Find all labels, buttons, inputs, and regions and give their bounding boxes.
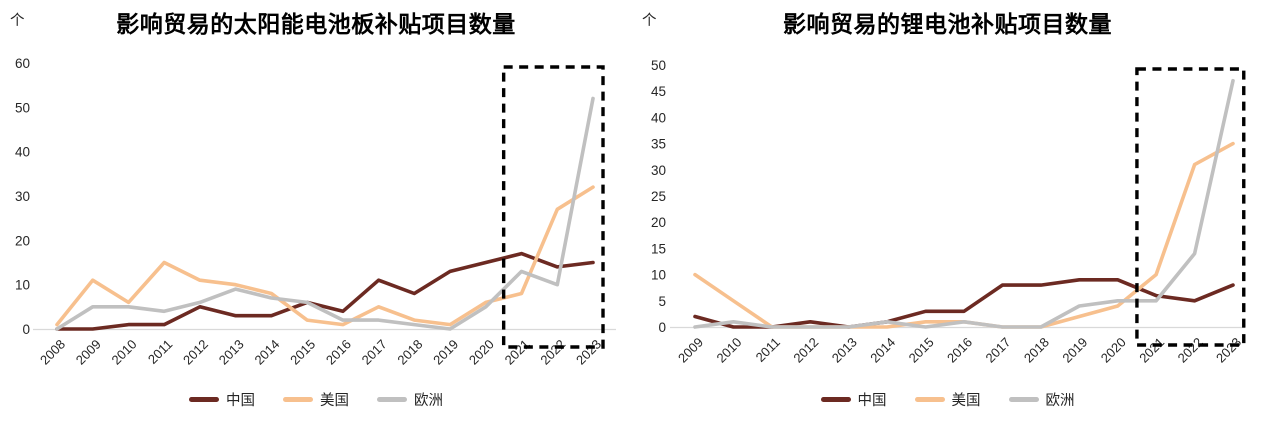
legend-item-china: 中国 [189, 389, 255, 410]
chart-title-solar: 影响贸易的太阳能电池板补贴项目数量 [116, 11, 516, 37]
panel-lithium-chart: 个 影响贸易的锂电池补贴项目数量 0 5 10 15 20 25 30 35 40 45 50 200… [632, 0, 1263, 421]
legend-swatch-china [820, 397, 851, 402]
legend-swatch-china [189, 397, 219, 402]
chart-legend-solar: 中国 美国 欧洲 [0, 389, 632, 410]
x-tick-label: 2019 [1059, 335, 1090, 366]
legend-swatch-europe [1008, 397, 1039, 402]
y-tick-label: 0 [658, 320, 666, 335]
highlight-dashed-box [501, 65, 605, 349]
y-tick-label: 10 [15, 278, 30, 293]
x-tick-label: 2019 [430, 337, 461, 368]
y-axis-unit-label: 个 [642, 13, 657, 29]
x-tick-label: 2015 [287, 337, 318, 368]
lithium-chart-canvas: 0 5 10 15 20 25 30 35 40 45 50 2009 2010 2011 2012 2013… [651, 58, 1246, 366]
x-tick-label: 2012 [180, 337, 211, 368]
legend-item-usa: 美国 [914, 389, 981, 410]
x-tick-label: 2014 [867, 335, 898, 366]
x-tick-label: 2016 [323, 337, 354, 368]
y-tick-label: 0 [22, 322, 30, 337]
x-tick-label: 2014 [251, 337, 282, 368]
legend-swatch-usa [914, 397, 945, 402]
x-tick-label: 2018 [394, 337, 425, 368]
y-axis-unit-label: 个 [10, 13, 25, 29]
x-tick-label: 2022 [1175, 335, 1206, 366]
series-line-europe [55, 96, 595, 331]
y-tick-label: 30 [651, 163, 666, 178]
x-tick-label: 2009 [675, 335, 706, 366]
y-tick-label: 15 [651, 241, 666, 256]
chart-title-lithium: 影响贸易的锂电池补贴项目数量 [783, 11, 1112, 37]
legend-item-europe: 欧洲 [377, 389, 443, 410]
legend-label-china: 中国 [226, 393, 255, 409]
y-tick-label: 5 [658, 294, 666, 309]
x-tick-label: 2022 [537, 337, 568, 368]
legend-label-china: 中国 [857, 393, 887, 409]
x-tick-label: 2018 [1021, 335, 1052, 366]
legend-label-usa: 美国 [320, 393, 349, 409]
x-tick-label: 2017 [982, 335, 1013, 366]
x-tick-label: 2010 [713, 335, 744, 366]
y-tick-label: 20 [15, 233, 30, 248]
legend-swatch-usa [283, 397, 313, 402]
x-tick-label: 2015 [906, 335, 937, 366]
x-tick-label: 2013 [829, 335, 860, 366]
x-tick-label: 2020 [1098, 335, 1129, 366]
y-tick-label: 50 [651, 58, 666, 73]
x-tick-label: 2017 [359, 337, 390, 368]
x-tick-label: 2021 [1136, 335, 1167, 366]
series-line-china [55, 251, 595, 331]
highlight-dashed-box [1135, 67, 1246, 347]
y-tick-label: 50 [15, 100, 30, 115]
x-tick-label: 2020 [466, 337, 497, 368]
x-tick-label: 2011 [753, 335, 783, 365]
y-tick-label: 20 [651, 215, 666, 230]
y-tick-label: 30 [15, 189, 30, 204]
legend-item-china: 中国 [820, 389, 887, 410]
y-tick-label: 40 [15, 145, 30, 160]
x-tick-label: 2013 [216, 337, 247, 368]
legend-item-europe: 欧洲 [1008, 389, 1075, 410]
x-tick-label: 2023 [573, 337, 604, 368]
x-tick-label: 2012 [790, 335, 821, 366]
panel-solar-chart: 个 影响贸易的太阳能电池板补贴项目数量 0 10 20 30 40 50 60 2008 200… [0, 11, 632, 410]
x-tick-label: 2008 [37, 337, 68, 368]
y-tick-label: 35 [651, 137, 666, 152]
y-tick-label: 25 [651, 189, 666, 204]
chart-legend-lithium: 中国 美国 欧洲 [632, 389, 1263, 410]
y-tick-label: 10 [651, 268, 666, 283]
y-tick-label: 45 [651, 84, 666, 99]
legend-swatch-europe [377, 397, 407, 402]
legend-label-europe: 欧洲 [414, 393, 443, 409]
x-tick-label: 2009 [73, 337, 104, 368]
legend-label-europe: 欧洲 [1045, 393, 1075, 409]
series-line-china [693, 278, 1235, 329]
y-tick-label: 60 [15, 56, 30, 71]
series-line-europe [693, 78, 1235, 329]
x-tick-label: 2016 [944, 335, 975, 366]
x-tick-label: 2021 [502, 337, 533, 368]
x-tick-label: 2023 [1213, 335, 1244, 366]
x-tick-label: 2010 [109, 337, 140, 368]
x-tick-label: 2011 [145, 337, 175, 367]
legend-item-usa: 美国 [283, 389, 349, 410]
y-tick-label: 40 [651, 110, 666, 125]
legend-label-usa: 美国 [951, 393, 981, 409]
